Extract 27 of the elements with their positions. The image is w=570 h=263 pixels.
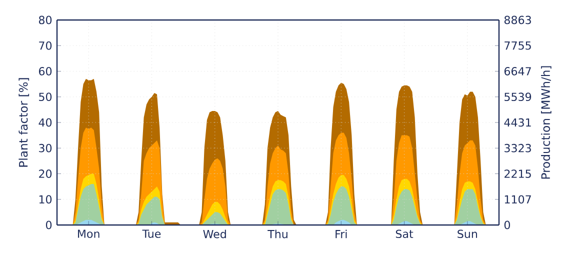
x-tick-label: Sun	[458, 230, 478, 238]
y2-tick-label: 3323	[504, 144, 531, 152]
y-tick-label: 30	[39, 144, 52, 152]
y2-tick-label: 4431	[504, 118, 531, 127]
x-tick-label: Mon	[78, 230, 100, 238]
y2-tick-label: 6647	[504, 67, 531, 76]
y2-tick-label: 7755	[504, 42, 531, 50]
x-tick-label: Fri	[336, 230, 347, 238]
y2-tick-label: 1107	[504, 195, 531, 204]
y-tick-label: 40	[38, 118, 52, 127]
y-tick-label: 60	[38, 67, 52, 76]
y2-tick-label: 8863	[504, 16, 531, 24]
x-tick-label: Tue	[142, 230, 161, 238]
y-tick-label: 80	[38, 16, 52, 24]
x-tick-label: Sat	[396, 230, 414, 238]
y-tick-label: 70	[39, 41, 52, 50]
y-axis-title: Plant factor [%]	[18, 78, 30, 167]
y2-tick-label: 2215	[504, 170, 531, 178]
y-tick-label: 50	[39, 92, 52, 102]
y2-axis-title: Production [MWh/h]	[541, 66, 552, 179]
y-tick-label: 20	[39, 170, 52, 178]
y2-tick-label: 5539	[504, 92, 532, 102]
y-tick-label: 0	[46, 220, 52, 230]
y2-tick-label: 0	[504, 220, 510, 230]
x-tick-label: Thu	[268, 230, 288, 238]
y-tick-label: 10	[39, 195, 52, 204]
x-tick-label: Wed	[203, 230, 226, 238]
